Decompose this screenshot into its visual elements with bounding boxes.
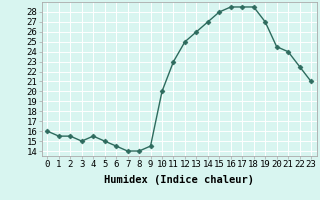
- X-axis label: Humidex (Indice chaleur): Humidex (Indice chaleur): [104, 175, 254, 185]
